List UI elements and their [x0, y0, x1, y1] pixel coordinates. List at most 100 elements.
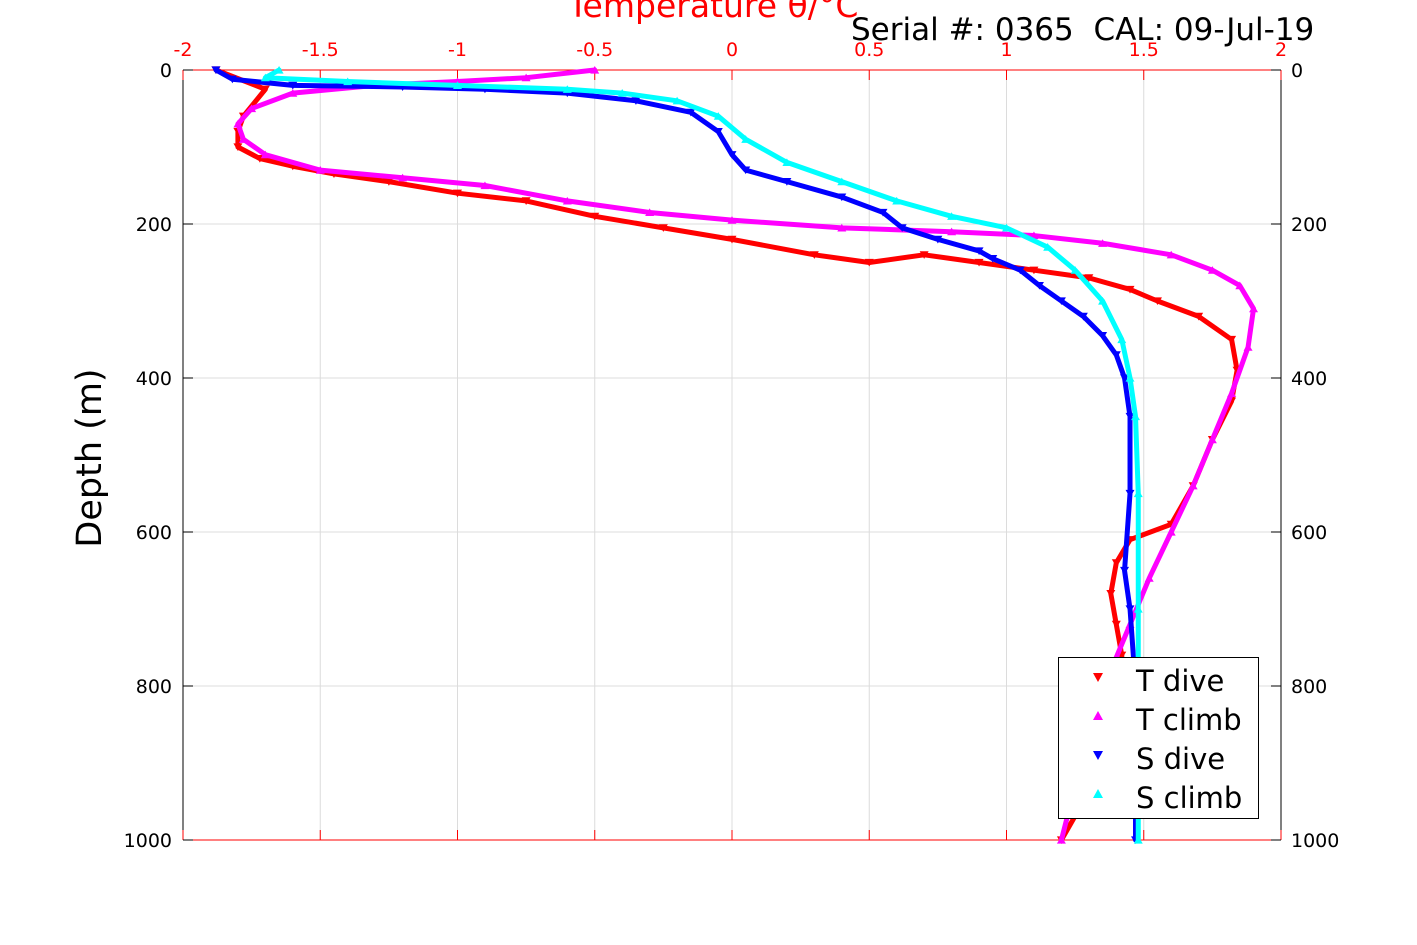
data-point — [1131, 412, 1141, 421]
chart-title: Temperature θ/°C — [568, 0, 859, 25]
legend-label: S dive — [1136, 742, 1226, 776]
data-point — [384, 178, 394, 186]
data-point — [1111, 559, 1121, 567]
data-point — [315, 166, 325, 174]
data-point — [260, 73, 270, 82]
legend: T dive T climb S dive S climb — [1058, 657, 1259, 819]
x-tick-label: 1 — [1000, 39, 1012, 61]
x-tick-label: 0.5 — [854, 39, 884, 61]
data-point — [260, 85, 270, 94]
y-tick-label-left: 400 — [136, 368, 172, 390]
data-point — [1125, 373, 1135, 382]
series-s-dive — [211, 66, 1141, 845]
legend-item: T climb — [1059, 703, 1258, 739]
data-point — [453, 189, 462, 198]
data-point — [1120, 374, 1130, 383]
data-point — [1249, 304, 1259, 313]
data-point — [1125, 605, 1135, 614]
data-point — [837, 193, 847, 202]
data-point — [343, 77, 353, 86]
data-point — [645, 208, 655, 217]
data-point — [617, 89, 627, 97]
data-point — [398, 173, 408, 182]
legend-marker-icon — [1093, 673, 1103, 682]
data-point — [713, 128, 723, 136]
data-point — [1002, 223, 1011, 232]
series-s-climb — [260, 65, 1143, 844]
data-point — [741, 166, 751, 175]
data-point — [590, 65, 600, 74]
data-point — [1166, 250, 1176, 259]
data-point — [1144, 574, 1154, 582]
data-point — [727, 151, 737, 159]
data-point — [233, 143, 243, 152]
x-tick-label: -1.5 — [302, 39, 339, 61]
series-line — [262, 67, 1141, 843]
data-point — [1098, 332, 1108, 340]
y-tick-label-left: 0 — [160, 60, 172, 82]
data-point — [686, 108, 696, 117]
data-point — [1106, 590, 1116, 598]
data-point — [1015, 266, 1025, 275]
data-point — [782, 158, 792, 166]
data-point — [1084, 274, 1094, 282]
data-point — [1043, 243, 1053, 251]
data-point — [837, 177, 847, 186]
data-point — [1227, 389, 1237, 397]
data-point — [260, 150, 270, 159]
data-point — [727, 235, 737, 244]
data-point — [933, 235, 943, 244]
legend-marker-icon — [1093, 751, 1103, 760]
data-point — [837, 223, 847, 232]
data-point — [864, 258, 874, 267]
data-point — [1056, 835, 1066, 844]
legend-marker-icon — [1093, 789, 1103, 798]
data-point — [947, 212, 957, 220]
data-point — [988, 255, 998, 263]
data-point — [727, 216, 737, 224]
y-tick-label-right: 200 — [1291, 214, 1327, 236]
data-point — [590, 212, 600, 221]
data-point — [238, 135, 248, 143]
legend-item: T dive — [1059, 664, 1258, 700]
data-point — [562, 196, 572, 205]
data-point — [1111, 351, 1121, 359]
data-point — [1243, 343, 1253, 351]
y-tick-label-left: 600 — [136, 522, 172, 544]
y-tick-label-right: 600 — [1291, 522, 1327, 544]
legend-label: T dive — [1136, 664, 1225, 698]
data-point — [892, 196, 902, 205]
data-point — [713, 112, 723, 120]
data-point — [1133, 489, 1143, 498]
data-point — [1070, 266, 1080, 274]
legend-label: S climb — [1136, 781, 1243, 815]
data-point — [974, 258, 984, 267]
serial-annotation: Serial #: 0365 CAL: 09-Jul-19 — [851, 12, 1315, 48]
data-point — [897, 224, 907, 232]
data-point — [974, 247, 984, 255]
data-point — [1029, 266, 1039, 275]
data-point — [1152, 297, 1162, 306]
data-point — [480, 181, 490, 190]
y-tick-label-left: 200 — [136, 214, 172, 236]
y-tick-label-right: 800 — [1291, 676, 1327, 698]
data-point — [1034, 282, 1044, 290]
legend-label: T climb — [1136, 703, 1242, 737]
data-point — [1078, 312, 1088, 321]
data-point — [247, 104, 257, 113]
data-point — [288, 81, 298, 90]
data-point — [947, 227, 957, 236]
data-point — [1098, 296, 1108, 305]
data-point — [1111, 620, 1121, 629]
y-tick-label-right: 1000 — [1291, 830, 1339, 852]
data-point — [274, 65, 284, 74]
x-tick-label: 1.5 — [1129, 39, 1159, 61]
data-point — [227, 75, 237, 84]
data-point — [1117, 335, 1127, 344]
y-tick-label-left: 1000 — [124, 830, 172, 852]
x-tick-label: 0 — [726, 39, 738, 61]
legend-item: S dive — [1059, 742, 1258, 778]
data-point — [741, 135, 751, 143]
data-point — [1098, 239, 1108, 247]
data-point — [782, 178, 792, 186]
